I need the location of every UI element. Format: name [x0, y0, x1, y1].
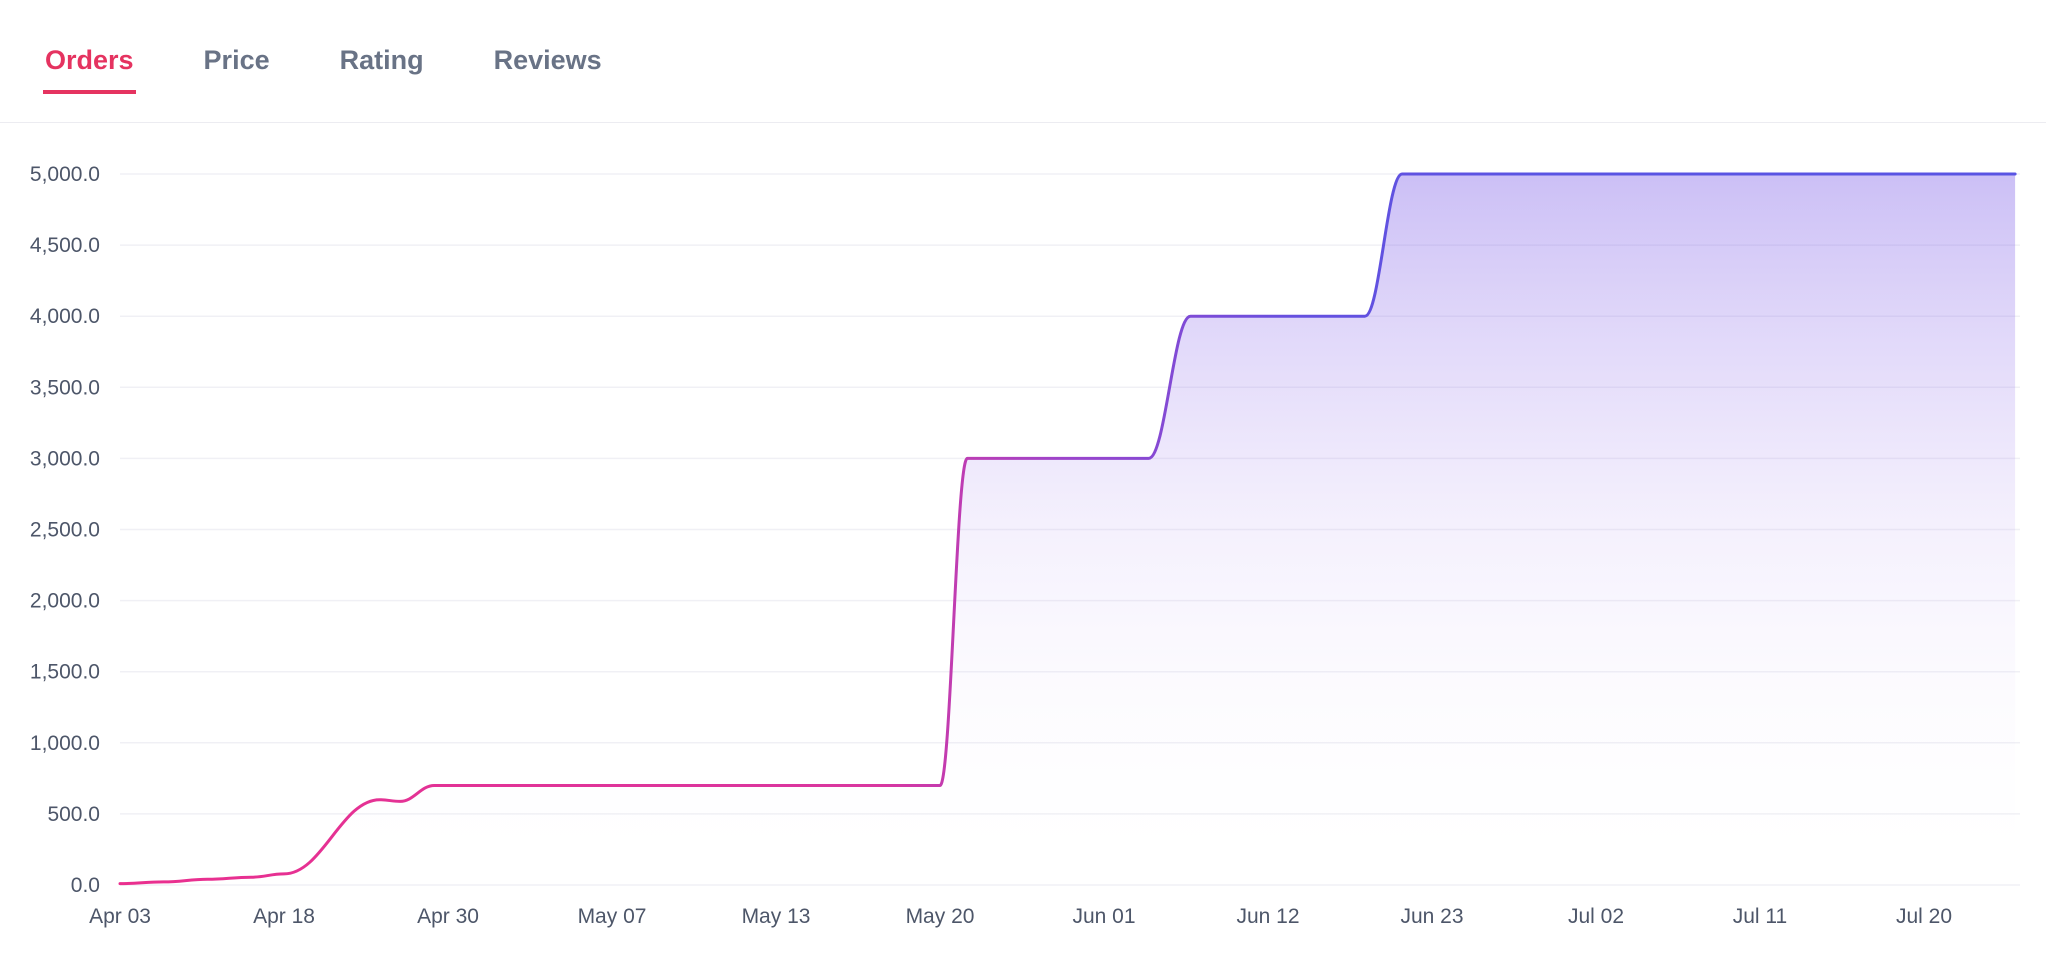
tab-rating[interactable]: Rating [338, 44, 426, 94]
tab-reviews[interactable]: Reviews [492, 44, 604, 94]
y-axis-label: 500.0 [47, 803, 100, 826]
chart-tabs: Orders Price Rating Reviews [43, 44, 604, 95]
y-axis-label: 4,000.0 [30, 305, 100, 328]
x-axis-label: Apr 30 [417, 905, 479, 928]
x-axis-label: Jun 23 [1400, 905, 1463, 928]
y-axis-label: 3,500.0 [30, 376, 100, 399]
x-axis-label: Jul 02 [1568, 905, 1624, 928]
x-axis-label: Jun 01 [1072, 905, 1135, 928]
x-axis-label: Apr 03 [89, 905, 151, 928]
x-axis-label: Jun 12 [1236, 905, 1299, 928]
x-axis-label: May 20 [906, 905, 975, 928]
orders-chart-panel: 0.0 500.0 1,000.0 1,500.0 2,000.0 2,500.0 3,00… [0, 123, 2046, 973]
y-axis-label: 1,000.0 [30, 732, 100, 755]
x-axis-label: May 13 [742, 905, 811, 928]
tab-price[interactable]: Price [202, 44, 272, 94]
y-axis-label: 5,000.0 [30, 163, 100, 186]
x-axis-label: Apr 18 [253, 905, 315, 928]
orders-line [118, 172, 2017, 886]
y-axis-label: 2,500.0 [30, 519, 100, 542]
chart-tab-bar: Orders Price Rating Reviews [0, 0, 2046, 123]
tab-orders[interactable]: Orders [43, 44, 136, 95]
y-axis-label: 3,000.0 [30, 447, 100, 470]
x-axis-label: Jul 11 [1733, 905, 1787, 928]
y-axis-label: 0.0 [71, 874, 100, 897]
y-axis-label: 4,500.0 [30, 234, 100, 257]
orders-area-fill [120, 174, 2016, 885]
y-axis-label: 2,000.0 [30, 590, 100, 613]
orders-chart[interactable]: 0.0 500.0 1,000.0 1,500.0 2,000.0 2,500.0 3,00… [0, 123, 2046, 973]
x-axis-label: May 07 [578, 905, 647, 928]
x-axis-label: Jul 20 [1896, 905, 1952, 928]
y-axis-label: 1,500.0 [30, 661, 100, 684]
